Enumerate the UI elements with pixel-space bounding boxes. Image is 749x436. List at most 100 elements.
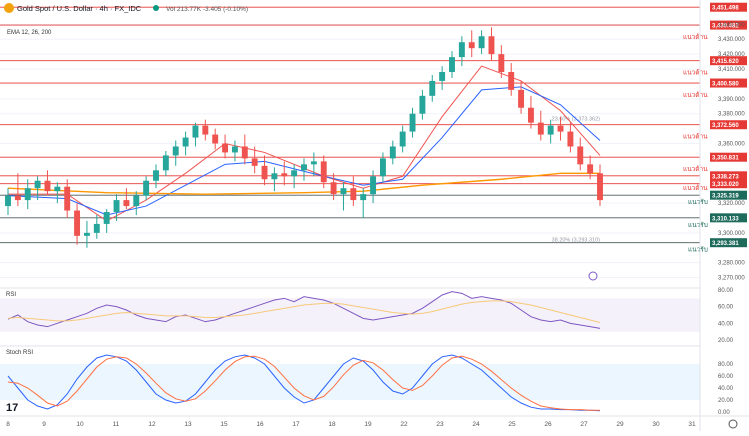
candle-body (518, 89, 525, 108)
candle-body (83, 232, 90, 236)
support-price-label: 3,325.319 (712, 194, 739, 200)
header: Gold Spot / U.S. Dollar · 4h · FX_IDC Vo… (4, 3, 738, 429)
candle-body (222, 143, 229, 153)
support-text: แนวรับ (688, 198, 708, 206)
time-tick: 24 (472, 421, 480, 428)
time-tick: 10 (76, 421, 84, 428)
stoch-tick: 40.00 (718, 386, 734, 392)
resistance-price-label: 3,439.482 (712, 24, 739, 30)
rsi-line (7, 291, 601, 329)
time-tick: 31 (688, 421, 696, 428)
candle-body (74, 210, 81, 236)
candle-body (567, 131, 574, 147)
candle-body (330, 182, 337, 195)
candle-body (153, 170, 159, 181)
price-tick: 3,410.000 (718, 67, 745, 73)
ema-label[interactable]: EMA 12, 26, 200 (7, 30, 52, 36)
resistance-price-badge (710, 56, 747, 66)
candle-body (498, 54, 505, 73)
stoch-rsi-label[interactable]: Stoch RSI (6, 350, 33, 356)
candle-body (468, 42, 475, 49)
candles (5, 27, 603, 248)
stoch-tick: 80.00 (718, 362, 734, 368)
candle-body (597, 173, 603, 201)
support-price-label: 3,293.381 (712, 241, 739, 247)
stoch-tick: 60.00 (718, 374, 734, 380)
resistance-price-badge (710, 152, 747, 162)
market-status-icon (153, 5, 159, 11)
rsi-ma-line (7, 300, 601, 323)
candle-body (123, 200, 130, 207)
candle-body (478, 36, 485, 49)
volume-text: Vol 213.77K -3.405 (-0.10%) (166, 6, 248, 13)
time-tick: 8 (6, 421, 10, 428)
candle-body (301, 164, 307, 171)
time-tick: 23 (436, 421, 444, 428)
rsi-tick: 20.00 (718, 338, 734, 344)
time-tick: 18 (328, 421, 336, 428)
gold-symbol-icon (4, 3, 14, 13)
support-text: แนวรับ (688, 221, 708, 229)
candle-body (113, 200, 120, 213)
tradingview-logo-icon: 17 (6, 402, 18, 414)
candle-body (93, 223, 100, 233)
alert-marker-icon[interactable] (588, 271, 598, 281)
candle-body (64, 186, 71, 211)
price-tick: 3,390.000 (718, 97, 745, 103)
candle-body (291, 170, 298, 177)
candle-body (577, 146, 584, 165)
candle-body (508, 72, 515, 90)
candle-body (379, 158, 386, 177)
resistance-text: แนวต้าน (683, 184, 708, 192)
candle-body (251, 158, 258, 166)
time-tick: 29 (616, 421, 624, 428)
candle-body (320, 161, 327, 183)
candle-body (271, 173, 278, 180)
stoch-rsi-pane: 80.00 60.00 40.00 20.00 0.00 (0, 345, 734, 416)
symbol-title[interactable]: Gold Spot / U.S. Dollar · 4h · FX_IDC (17, 4, 142, 13)
stoch-band (0, 364, 700, 400)
time-tick: 30 (652, 421, 660, 428)
stoch-k-line (7, 354, 601, 412)
candle-body (103, 212, 110, 224)
candle-body (44, 180, 51, 192)
price-tick: 3,280.000 (718, 261, 745, 267)
candle-body (547, 125, 554, 135)
time-tick: 19 (364, 421, 372, 428)
resistance-price-badge (710, 20, 747, 30)
time-tick: 27 (580, 421, 588, 428)
price-tick: 3,440.000 (718, 22, 745, 28)
candle-body (231, 146, 238, 153)
candle-body (527, 107, 534, 123)
resistance-price-label: 3,333.020 (712, 182, 739, 188)
price-tick: 3,360.000 (718, 142, 745, 148)
resistance-text: แนวต้าน (683, 91, 708, 99)
candle-body (587, 164, 594, 174)
time-tick: 17 (292, 421, 300, 428)
settings-gear-icon[interactable] (728, 419, 738, 429)
candle-body (350, 188, 357, 201)
candle-body (212, 134, 219, 144)
support-price-badge (710, 213, 747, 223)
candle-body (557, 125, 564, 132)
candle-body (409, 113, 416, 132)
time-tick: 12 (148, 421, 156, 428)
rsi-label[interactable]: RSI (6, 292, 16, 298)
fib-label: 23.60% (3,373.362) (552, 116, 600, 122)
resistance-price-label: 3,350.831 (712, 156, 739, 162)
fib-label: 38.20% (3,293.310) (552, 237, 600, 243)
candle-body (458, 42, 465, 58)
candle-body (310, 161, 317, 165)
support-price-badge (710, 238, 747, 248)
resistance-text: แนวต้าน (683, 133, 708, 141)
resistance-text: แนวต้าน (683, 69, 708, 77)
stoch-tick: 0.00 (718, 410, 730, 416)
resistance-price-badge (710, 120, 747, 130)
resistance-price-badge (710, 78, 747, 88)
resistance-price-badge (710, 171, 747, 181)
price-tick: 3,420.000 (718, 52, 745, 58)
price-tick: 3,430.000 (718, 37, 745, 43)
candle-body (370, 176, 377, 195)
support-price-badge (710, 190, 747, 200)
